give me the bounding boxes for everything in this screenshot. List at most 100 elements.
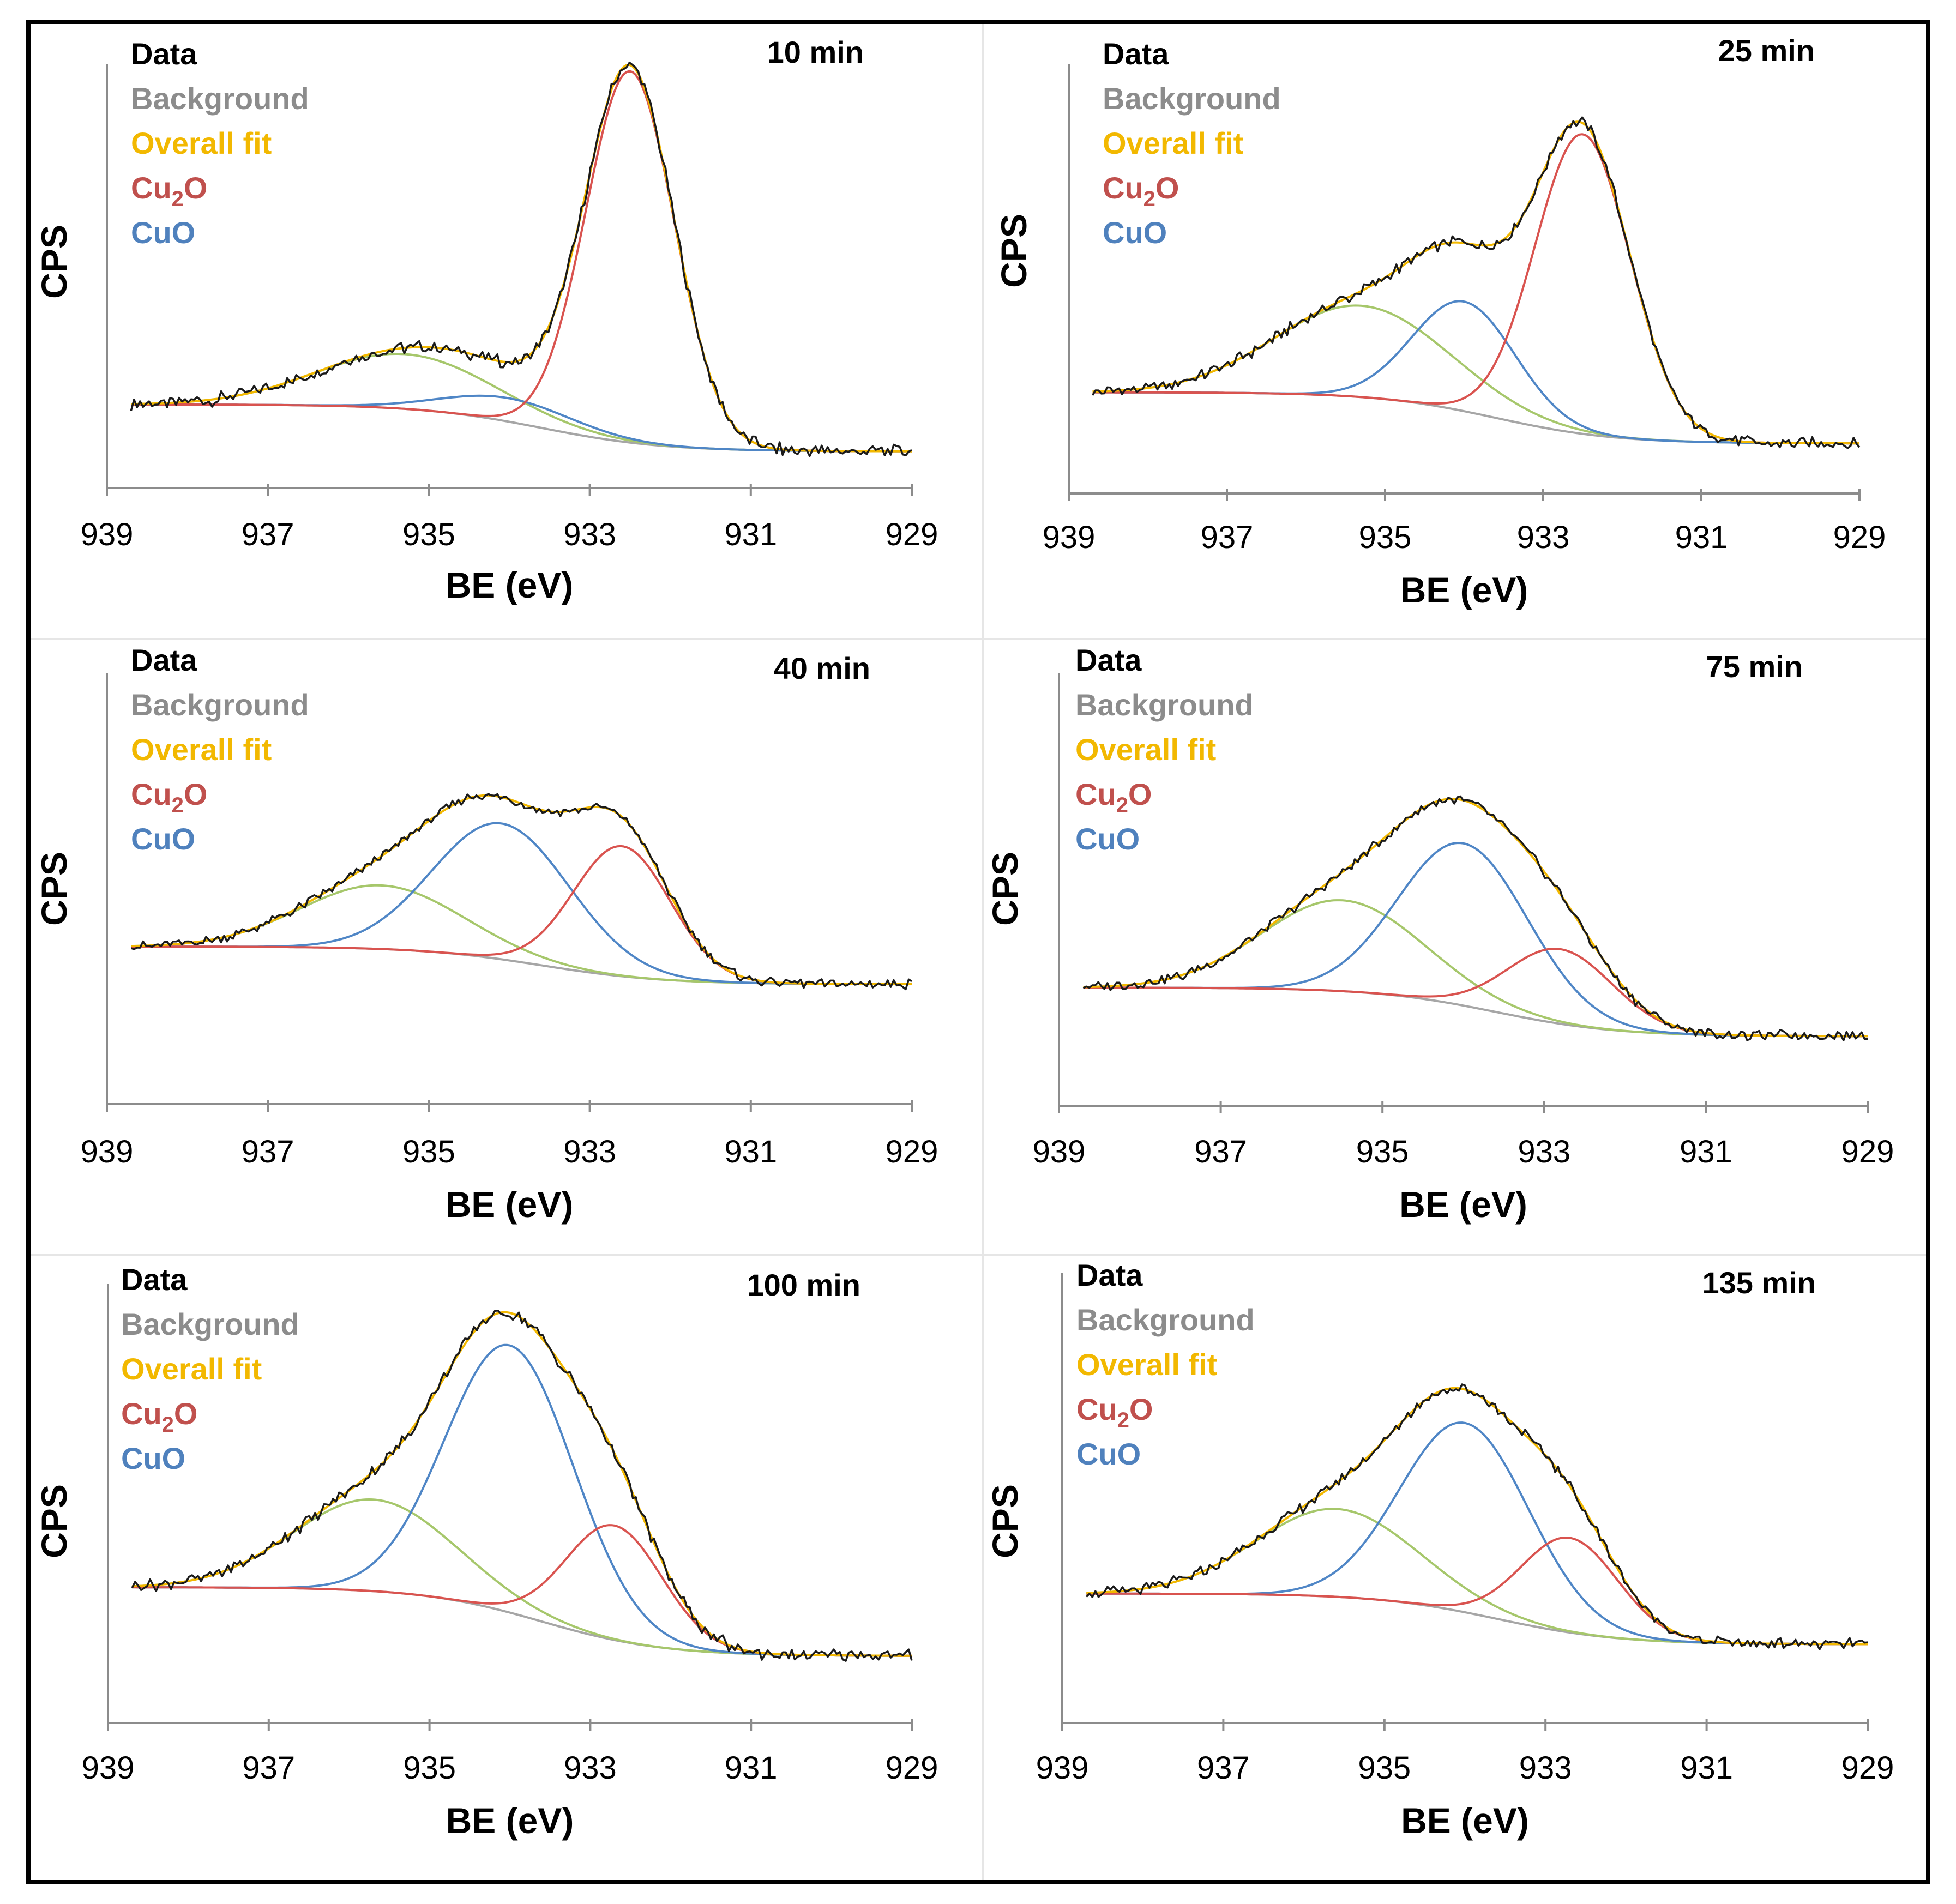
legend-cu2o-end: O	[1129, 1392, 1153, 1426]
x-axis-label: BE (eV)	[446, 1184, 574, 1225]
x-tick-label: 933	[1519, 1750, 1572, 1786]
x-tick-label: 937	[1201, 520, 1254, 555]
legend-cu2o-end: O	[184, 171, 208, 205]
legend-background: Background	[1076, 1303, 1255, 1337]
legend-cu2o: Cu2O	[1076, 1392, 1153, 1432]
x-axis-label: BE (eV)	[446, 565, 574, 605]
time-label: 10 min	[767, 35, 864, 69]
legend-background: Background	[131, 688, 309, 722]
panel-3: 939 937 935 933 931 929 BE (eV) CPS 40 min Data Ba…	[34, 643, 938, 1225]
legend-cu2o-end: O	[1155, 171, 1179, 205]
legend-cuo: CuO	[131, 822, 195, 856]
legend: Data Background Overall fit Cu2O CuO	[1076, 1258, 1255, 1471]
y-axis-label: CPS	[985, 1484, 1025, 1558]
data-line	[1091, 116, 1861, 449]
panel-1: 939 937 935 933 931 929 BE (eV) CPS 10 min Data Ba…	[34, 35, 938, 605]
time-label: 75 min	[1706, 649, 1803, 684]
data-line	[130, 793, 912, 991]
legend-cu2o-sub: 2	[1116, 793, 1128, 817]
panel-6: 939 937 935 933 931 929 BE (eV) CPS 135 min Data B…	[985, 1258, 1894, 1841]
x-tick-label: 937	[1194, 1134, 1247, 1170]
x-tick-label: 931	[1675, 520, 1728, 555]
x-tick-label: 931	[1680, 1134, 1732, 1170]
legend-cu2o-sub: 2	[1143, 187, 1155, 211]
x-tick-label: 933	[563, 1134, 616, 1170]
x-tick-label: 935	[1358, 1750, 1411, 1786]
x-tick-label: 935	[403, 1750, 456, 1786]
y-axis-label: CPS	[994, 214, 1034, 288]
panel-5: 939 937 935 933 931 929 BE (eV) CPS 100 min Data B…	[34, 1262, 938, 1841]
legend-background: Background	[1103, 81, 1281, 116]
x-tick-label: 937	[242, 517, 294, 552]
data-line	[131, 1309, 913, 1662]
legend-data: Data	[1076, 1258, 1143, 1292]
x-tick-label: 939	[1036, 1750, 1089, 1786]
x-tick-label: 935	[402, 1134, 455, 1170]
legend-cu2o-main: Cu	[131, 171, 172, 205]
legend-cu2o-main: Cu	[121, 1396, 162, 1431]
legend-background: Background	[121, 1307, 299, 1341]
legend-cuo: CuO	[131, 215, 195, 250]
x-tick-label: 937	[1197, 1750, 1250, 1786]
legend-overall-fit: Overall fit	[131, 126, 272, 160]
legend-cuo: CuO	[121, 1441, 185, 1475]
data-line	[130, 61, 912, 457]
panel-2: 939 937 935 933 931 929 BE (eV) CPS 25 min Data Ba…	[994, 33, 1886, 610]
x-tick-label: 939	[81, 1134, 134, 1170]
x-tick-label: 939	[1033, 1134, 1086, 1170]
legend-cu2o-main: Cu	[1075, 777, 1116, 811]
legend-data: Data	[121, 1262, 188, 1297]
x-tick-label: 935	[1356, 1134, 1409, 1170]
x-tick-label: 929	[1841, 1134, 1894, 1170]
x-tick-label: 929	[886, 1134, 938, 1170]
panel-4: 939 937 935 933 931 929 BE (eV) CPS 75 min Data Ba…	[985, 643, 1894, 1225]
legend-cuo: CuO	[1076, 1437, 1141, 1471]
x-tick-label: 929	[886, 517, 938, 552]
legend-cu2o-end: O	[1128, 777, 1152, 811]
legend-cu2o-sub: 2	[172, 793, 184, 817]
time-label: 25 min	[1718, 33, 1815, 68]
legend-background: Background	[131, 81, 309, 116]
time-label: 40 min	[774, 651, 870, 685]
x-axis-label: BE (eV)	[1400, 570, 1528, 610]
x-axis-label: BE (eV)	[446, 1800, 574, 1841]
legend-cu2o: Cu2O	[1075, 777, 1152, 817]
x-tick-label: 933	[563, 517, 616, 552]
x-axis-label: BE (eV)	[1401, 1800, 1529, 1841]
y-axis-label: CPS	[34, 1484, 74, 1558]
legend-cu2o: Cu2O	[121, 1396, 197, 1437]
x-tick-label: 933	[1517, 520, 1570, 555]
data-line	[1082, 795, 1868, 1041]
x-tick-label: 929	[1841, 1750, 1894, 1786]
legend-data: Data	[1103, 37, 1169, 71]
legend-cu2o-end: O	[174, 1396, 198, 1431]
legend-overall-fit: Overall fit	[121, 1352, 262, 1386]
legend-overall-fit: Overall fit	[1103, 126, 1243, 160]
x-tick-label: 939	[81, 517, 134, 552]
x-tick-label: 929	[886, 1750, 938, 1786]
overall-fit-line	[1083, 798, 1868, 1038]
legend-cu2o-sub: 2	[162, 1413, 174, 1437]
legend-cu2o: Cu2O	[131, 171, 207, 211]
legend-cu2o-sub: 2	[172, 187, 184, 211]
figure-frame	[26, 20, 1930, 1884]
x-tick-label: 935	[1359, 520, 1412, 555]
x-tick-label: 931	[1680, 1750, 1733, 1786]
legend-cu2o-main: Cu	[1103, 171, 1143, 205]
legend-cuo: CuO	[1103, 215, 1167, 250]
x-tick-label: 939	[82, 1750, 135, 1786]
legend: Data Background Overall fit Cu2O CuO	[1103, 37, 1281, 250]
y-axis-label: CPS	[985, 852, 1025, 926]
time-label: 100 min	[747, 1268, 860, 1302]
x-tick-label: 931	[725, 1750, 778, 1786]
legend-data: Data	[131, 643, 197, 677]
legend-background: Background	[1075, 688, 1254, 722]
legend-overall-fit: Overall fit	[1076, 1347, 1217, 1382]
y-axis-label: CPS	[34, 852, 74, 926]
x-tick-label: 929	[1833, 520, 1886, 555]
x-tick-label: 935	[402, 517, 455, 552]
